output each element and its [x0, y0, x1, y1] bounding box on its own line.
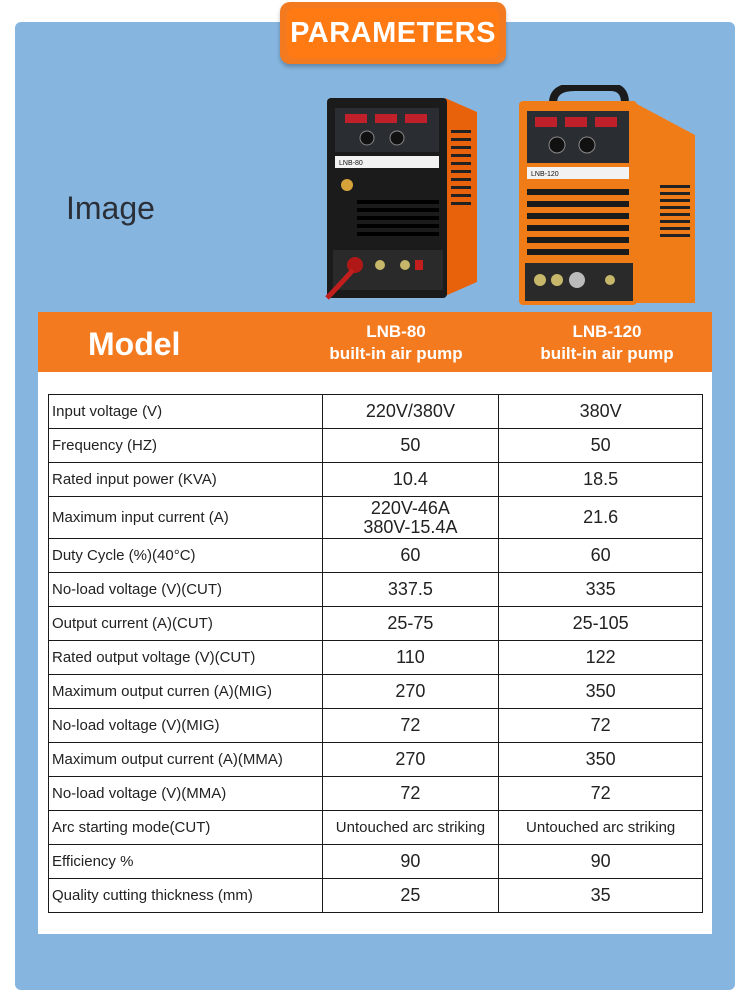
row-label: Input voltage (V) [48, 394, 323, 429]
lnb-80-value: 72 [321, 708, 500, 743]
lnb-120-value: 90 [498, 844, 703, 879]
lnb-80-value: 270 [321, 742, 500, 777]
lnb-80-value: 90 [321, 844, 500, 879]
lnb-80-value: 110 [321, 640, 500, 675]
lnb-120-value: 350 [498, 674, 703, 709]
lnb-80-value: 72 [321, 776, 500, 811]
lnb-120-value: 72 [498, 776, 703, 811]
row-label: Quality cutting thickness (mm) [48, 878, 323, 913]
row-label: Rated input power (KVA) [48, 462, 323, 497]
table-row: No-load voltage (V)(MMA) 72 72 [48, 776, 703, 811]
row-label: No-load voltage (V)(MMA) [48, 776, 323, 811]
model-column-lnb-120-name: LNB-120 [572, 322, 642, 341]
table-row: Duty Cycle (%)(40°C) 60 60 [48, 538, 703, 573]
lnb-80-value: 60 [321, 538, 500, 573]
table-row: Maximum input current (A) 220V-46A 380V-… [48, 496, 703, 539]
row-label: No-load voltage (V)(CUT) [48, 572, 323, 607]
lnb-120-value: 18.5 [498, 462, 703, 497]
row-label: Frequency (HZ) [48, 428, 323, 463]
lnb-80-value: 10.4 [321, 462, 500, 497]
lnb-120-value: 122 [498, 640, 703, 675]
row-label: Duty Cycle (%)(40°C) [48, 538, 323, 573]
lnb-120-value: 21.6 [498, 496, 703, 539]
welder-lnb-120-image: LNB-120 [519, 85, 695, 305]
table-row: No-load voltage (V)(CUT) 337.5 335 [48, 572, 703, 607]
table-row: Frequency (HZ) 50 50 [48, 428, 703, 463]
image-label: Image [66, 190, 155, 226]
lnb-120-value: 350 [498, 742, 703, 777]
row-label: Output current (A)(CUT) [48, 606, 323, 641]
model-header-bar: Model LNB-80 built-in air pump LNB-120 b… [38, 312, 712, 372]
row-label: Arc starting mode(CUT) [48, 810, 323, 845]
table-row: No-load voltage (V)(MIG) 72 72 [48, 708, 703, 743]
welder-lnb-80-panel-label: LNB-80 [339, 160, 363, 167]
lnb-80-value: 25 [321, 878, 500, 913]
spec-table: Input voltage (V) 220V/380V 380V Frequen… [48, 394, 703, 913]
model-header-label: Model [88, 326, 181, 362]
table-row: Arc starting mode(CUT) Untouched arc str… [48, 810, 703, 845]
row-label: Rated output voltage (V)(CUT) [48, 640, 323, 675]
welder-lnb-80-image: LNB-80 [325, 98, 477, 300]
row-label: Maximum output current (A)(MMA) [48, 742, 323, 777]
lnb-80-value-line-1: 220V-46A [370, 497, 450, 518]
lnb-120-value: 380V [498, 394, 703, 429]
lnb-80-value: 25-75 [321, 606, 500, 641]
model-column-lnb-120-subtitle: built-in air pump [540, 344, 674, 363]
lnb-80-value: 220V-46A 380V-15.4A [321, 496, 500, 539]
lnb-120-value: 335 [498, 572, 703, 607]
page-title: PARAMETERS [287, 8, 499, 58]
lnb-120-value: 72 [498, 708, 703, 743]
table-row: Maximum output curren (A)(MIG) 270 350 [48, 674, 703, 709]
lnb-120-value: 35 [498, 878, 703, 913]
lnb-120-value: Untouched arc striking [498, 810, 703, 845]
lnb-80-value: 50 [321, 428, 500, 463]
lnb-80-value: 270 [321, 674, 500, 709]
model-column-lnb-80: LNB-80 built-in air pump [306, 321, 486, 365]
table-row: Rated output voltage (V)(CUT) 110 122 [48, 640, 703, 675]
title-banner: PARAMETERS [280, 2, 506, 64]
table-row: Output current (A)(CUT) 25-75 25-105 [48, 606, 703, 641]
row-label: Maximum output curren (A)(MIG) [48, 674, 323, 709]
lnb-80-value-line-2: 380V-15.4A [363, 516, 458, 537]
model-column-lnb-120: LNB-120 built-in air pump [512, 321, 702, 365]
model-column-lnb-80-name: LNB-80 [366, 322, 426, 341]
model-column-lnb-80-subtitle: built-in air pump [329, 344, 463, 363]
row-label: Maximum input current (A) [48, 496, 323, 539]
table-row: Maximum output current (A)(MMA) 270 350 [48, 742, 703, 777]
table-row: Quality cutting thickness (mm) 25 35 [48, 878, 703, 913]
row-label: Efficiency % [48, 844, 323, 879]
lnb-120-value: 50 [498, 428, 703, 463]
lnb-80-value: 220V/380V [321, 394, 500, 429]
welder-lnb-120-panel-label: LNB-120 [531, 171, 559, 178]
table-row: Input voltage (V) 220V/380V 380V [48, 394, 703, 429]
lnb-120-value: 25-105 [498, 606, 703, 641]
table-row: Efficiency % 90 90 [48, 844, 703, 879]
lnb-80-value: 337.5 [321, 572, 500, 607]
table-row: Rated input power (KVA) 10.4 18.5 [48, 462, 703, 497]
row-label: No-load voltage (V)(MIG) [48, 708, 323, 743]
lnb-120-value: 60 [498, 538, 703, 573]
specification-panel: Model LNB-80 built-in air pump LNB-120 b… [38, 312, 712, 934]
lnb-80-value: Untouched arc striking [321, 810, 500, 845]
